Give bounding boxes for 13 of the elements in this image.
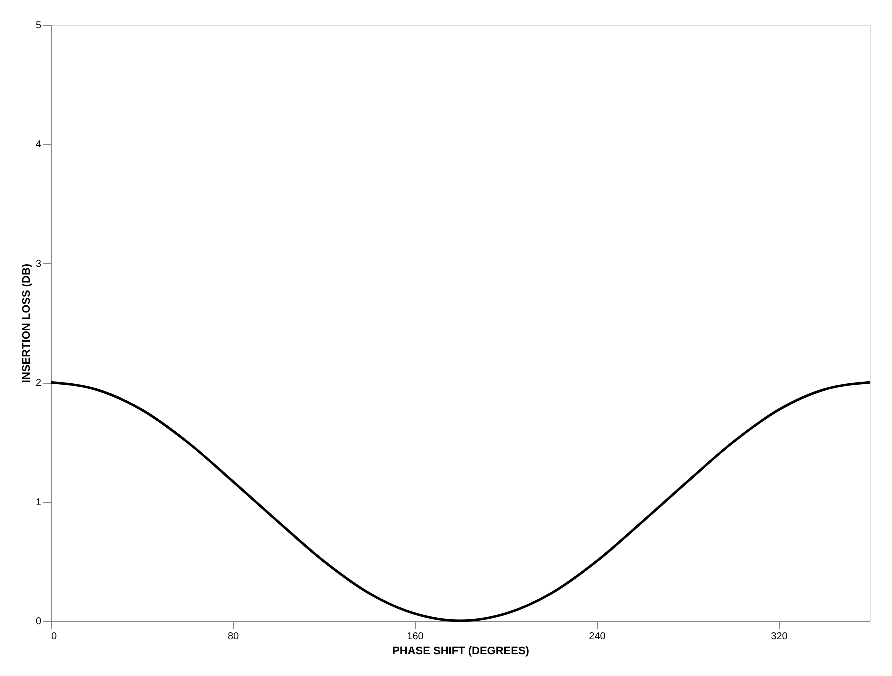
x-tick-label: 320	[771, 632, 788, 642]
y-tick-label: 0	[36, 616, 42, 628]
y-tick-label: 1	[36, 497, 42, 508]
x-tick-label: 0	[52, 632, 58, 642]
x-tick-label: 240	[589, 632, 606, 642]
y-tick-label: 2	[36, 378, 42, 390]
y-axis-title: INSERTION LOSS (DB)	[20, 264, 33, 384]
x-tick-label: 80	[228, 632, 240, 642]
y-tick-label: 4	[36, 140, 42, 151]
x-axis-title: PHASE SHIFT (DEGREES)	[392, 646, 530, 658]
y-tick-label: 5	[36, 20, 42, 32]
x-tick-label: 160	[407, 632, 424, 642]
y-tick-label: 3	[36, 258, 42, 270]
